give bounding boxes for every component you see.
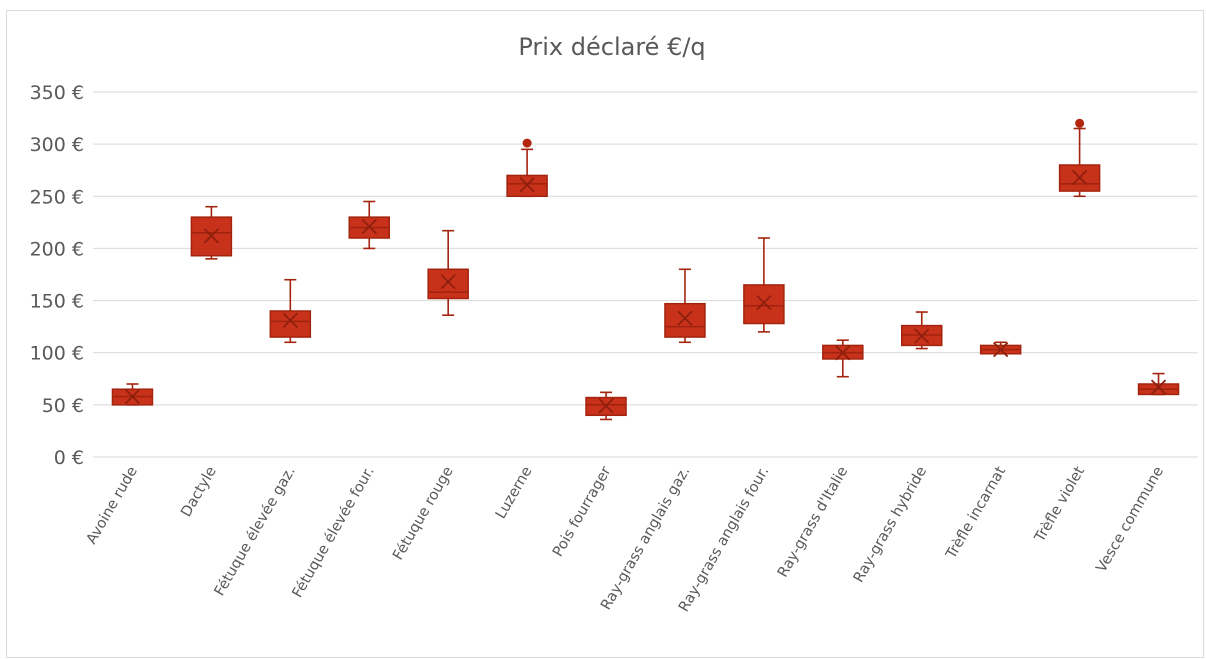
box-5 (427, 229, 469, 316)
outlier-point-1 (1075, 118, 1085, 128)
y-tick-label-350: 350 € (30, 82, 84, 104)
x-tick-label-12: Trèfle incarnat (943, 464, 1009, 563)
box-10 (822, 339, 864, 378)
mean-marker-b (1150, 379, 1167, 395)
x-tick-label-14: Vesce commune (1094, 464, 1167, 575)
y-tick-label-200: 200 € (30, 238, 84, 260)
y-tick-label-250: 250 € (30, 186, 84, 208)
mean-marker-b (677, 310, 693, 326)
x-tick-label-13: Trèfle violet (1032, 464, 1089, 546)
y-tick-label-100: 100 € (30, 343, 84, 365)
box-9 (743, 237, 785, 333)
x-tick-label-9: Ray-grass anglais four. (676, 464, 772, 615)
x-tick-label-7: Pois fourrager (550, 464, 614, 560)
box-11 (901, 311, 943, 350)
iqr-box (427, 268, 469, 300)
y-axis: 0 € 50 € 100 € 150 € 200 € 250 € 300 € 350 € (30, 82, 84, 469)
box-8 (664, 268, 706, 344)
gridlines (93, 91, 1198, 458)
x-tick-label-1: Avoine rude (84, 464, 141, 547)
y-tick-label-150: 150 € (30, 291, 84, 313)
mean-marker-b (598, 398, 614, 414)
box-13 (1058, 118, 1101, 198)
y-tick-label-300: 300 € (30, 134, 84, 156)
x-tick-label-6: Luzerne (493, 464, 536, 522)
iqr-box (664, 302, 706, 338)
chart-title: Prix déclaré €/q (518, 33, 705, 61)
chart-frame (6, 10, 1204, 658)
box-12 (979, 341, 1022, 358)
mean-marker-b (835, 345, 851, 361)
box-1 (111, 383, 154, 406)
outlier-point-1 (522, 138, 532, 148)
mean-marker-b (124, 388, 141, 405)
x-tick-label-11: Ray-grass hybride (851, 464, 930, 586)
y-tick-label-0: 0 € (54, 447, 84, 469)
x-tick-label-10: Ray-grass d'Italie (775, 464, 851, 580)
mean-marker-b (440, 274, 456, 290)
x-tick-label-8: Ray-grass anglais gaz. (598, 464, 693, 613)
mean-marker-b (1071, 169, 1088, 186)
box-6 (506, 138, 548, 198)
y-tick-label-50: 50 € (42, 395, 84, 417)
box-2 (190, 205, 233, 260)
box-series (111, 118, 1180, 421)
mean-marker-b (361, 218, 377, 235)
mean-marker-b (914, 328, 930, 344)
x-tick-label-4: Fétuque élevée four. (290, 464, 378, 601)
box-7 (585, 391, 627, 421)
mean-marker-b (756, 295, 772, 311)
box-14 (1137, 372, 1180, 396)
iqr-box (743, 284, 785, 325)
x-tick-label-2: Dactyle (178, 464, 220, 520)
mean-marker-b (203, 228, 220, 244)
mean-marker-b (282, 312, 298, 329)
box-4 (348, 200, 390, 250)
iqr-box (269, 310, 312, 338)
x-tick-label-3: Fétuque élevée gaz. (212, 464, 299, 599)
mean-marker-b (519, 177, 535, 193)
mean-marker-b (993, 341, 1009, 358)
x-tick-label-5: Fétuque rouge (390, 464, 456, 563)
box-3 (269, 278, 312, 344)
